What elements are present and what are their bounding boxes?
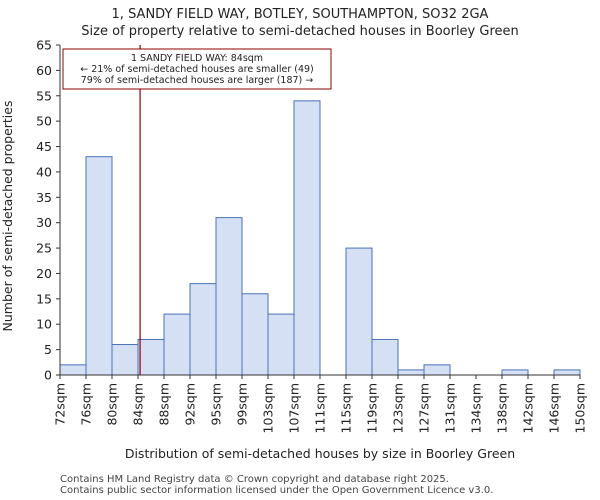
y-tick-label: 25 [36, 241, 52, 256]
x-tick-label: 80sqm [105, 383, 120, 426]
x-tick-label: 119sqm [365, 383, 380, 433]
x-tick-label: 84sqm [131, 383, 146, 426]
y-axis-label: Number of semi-detached properties [0, 101, 15, 332]
x-tick-label: 99sqm [235, 383, 250, 426]
bar [137, 338, 165, 376]
y-tick-label: 60 [36, 63, 52, 78]
footer-line-1: Contains HM Land Registry data © Crown c… [60, 474, 449, 485]
bar [371, 338, 399, 376]
bar [85, 156, 113, 376]
y-tick-label: 45 [36, 139, 52, 154]
bar [241, 293, 269, 376]
bar [553, 369, 581, 376]
x-tick-label: 134sqm [469, 383, 484, 433]
chart-title: 1, SANDY FIELD WAY, BOTLEY, SOUTHAMPTON,… [112, 7, 489, 22]
y-tick-label: 30 [36, 215, 52, 230]
x-tick-label: 72sqm [53, 383, 68, 426]
footer-line-2: Contains public sector information licen… [60, 485, 494, 496]
bar [163, 313, 191, 376]
annotation-box: 1 SANDY FIELD WAY: 84sqm ← 21% of semi-d… [62, 48, 332, 90]
y-tick-label: 40 [36, 164, 52, 179]
y-tick-label: 15 [36, 291, 52, 306]
x-tick-label: 142sqm [521, 383, 536, 433]
x-tick-label: 115sqm [339, 383, 354, 433]
bar [293, 100, 321, 376]
x-tick-label: 123sqm [391, 383, 406, 433]
x-tick-label: 127sqm [417, 383, 432, 433]
x-tick-label: 138sqm [495, 383, 510, 433]
x-tick-label: 111sqm [313, 383, 328, 433]
bar [189, 283, 217, 376]
y-tick-label: 55 [36, 88, 52, 103]
x-tick-label: 103sqm [261, 383, 276, 433]
x-tick-label: 146sqm [547, 383, 562, 433]
bar [215, 217, 243, 376]
x-axis-label: Distribution of semi-detached houses by … [125, 446, 515, 461]
annotation-line-3: 79% of semi-detached houses are larger (… [81, 75, 314, 86]
x-tick-label: 92sqm [183, 383, 198, 426]
bar [397, 369, 425, 376]
annotation-border [62, 48, 332, 90]
annotation-line-1: 1 SANDY FIELD WAY: 84sqm [131, 53, 263, 64]
bar [345, 247, 373, 376]
y-tick-label: 5 [44, 342, 52, 357]
x-tick-label: 107sqm [287, 383, 302, 433]
plot-area: 0 5 10 15 20 25 30 35 40 45 50 55 60 65 72sqm 76sqm 80sq… [36, 38, 587, 434]
x-tick-label: 131sqm [443, 383, 458, 433]
bar [59, 364, 87, 376]
y-tick-label: 35 [36, 190, 52, 205]
bar [501, 369, 529, 376]
x-tick-label: 88sqm [157, 383, 172, 426]
bar [267, 313, 295, 376]
bar [423, 364, 451, 376]
annotation-line-2: ← 21% of semi-detached houses are smalle… [80, 64, 314, 75]
bar [111, 344, 139, 376]
y-tick-label: 65 [36, 38, 52, 53]
y-tick-label: 0 [44, 368, 52, 383]
x-tick-label: 76sqm [79, 383, 94, 426]
y-tick-label: 10 [36, 317, 52, 332]
y-tick-label: 20 [36, 266, 52, 281]
chart-subtitle: Size of property relative to semi-detach… [81, 24, 519, 39]
y-tick-label: 50 [36, 114, 52, 129]
x-tick-label: 95sqm [209, 383, 224, 426]
x-tick-label: 150sqm [573, 383, 588, 433]
